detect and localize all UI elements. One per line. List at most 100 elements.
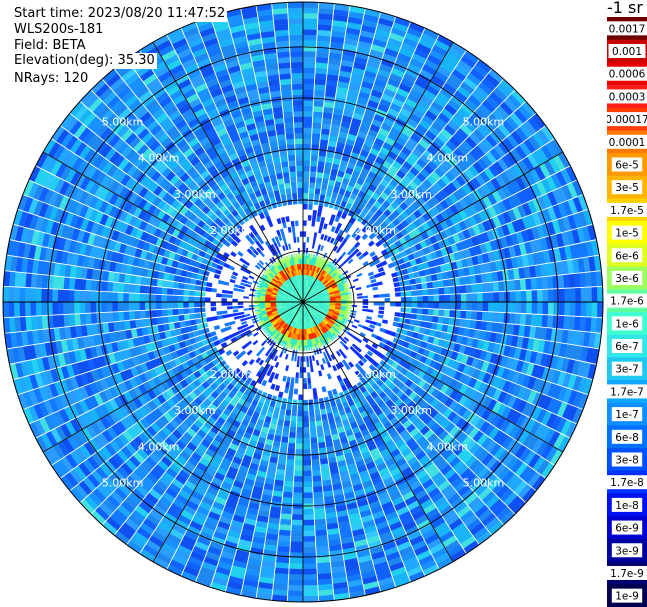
range-gate xyxy=(302,546,317,554)
range-gate xyxy=(492,281,500,293)
range-gate xyxy=(432,287,440,296)
range-gate xyxy=(309,160,319,167)
range-gate xyxy=(575,301,582,317)
range-gate xyxy=(302,585,319,592)
range-gate xyxy=(460,293,467,303)
range-gate xyxy=(68,289,75,303)
range-gate xyxy=(30,301,37,317)
range-gate xyxy=(312,111,324,118)
range-gate xyxy=(302,50,317,58)
range-gate xyxy=(2,301,10,318)
range-gate xyxy=(310,448,320,455)
range-gate xyxy=(122,301,129,312)
range-gate xyxy=(302,437,311,445)
range-gate xyxy=(302,410,310,417)
range-gate xyxy=(481,282,489,293)
range-gate xyxy=(297,388,304,395)
range-gate xyxy=(79,290,86,303)
range-gate xyxy=(302,579,319,586)
range-gate xyxy=(188,307,195,315)
range-gate xyxy=(302,394,309,401)
range-gate xyxy=(290,415,298,423)
range-gate xyxy=(422,295,429,303)
range-gate xyxy=(406,296,413,303)
range-gate xyxy=(444,294,451,303)
range-gate xyxy=(287,579,304,586)
range-gate xyxy=(161,308,168,318)
range-gate xyxy=(295,443,304,450)
range-gate xyxy=(302,105,314,112)
range-gate xyxy=(498,291,506,303)
range-gate xyxy=(428,301,435,310)
range-gate xyxy=(591,286,598,303)
range-gate xyxy=(558,301,566,316)
range-gate xyxy=(476,282,483,294)
range-gate xyxy=(13,301,20,318)
range-gate xyxy=(292,486,304,494)
range-gate xyxy=(586,301,593,318)
range-gate xyxy=(444,301,451,310)
range-gate xyxy=(294,448,304,455)
range-gate xyxy=(310,149,320,156)
range-gate xyxy=(284,469,295,477)
range-gate xyxy=(288,574,304,581)
range-gate xyxy=(302,23,318,30)
range-gate xyxy=(285,459,295,466)
range-gate xyxy=(51,301,59,316)
range-gate xyxy=(308,187,316,194)
range-gate xyxy=(302,56,317,63)
range-gate xyxy=(580,286,587,303)
range-gate xyxy=(569,287,576,303)
range-gate xyxy=(311,122,323,129)
range-gate xyxy=(302,149,312,156)
range-gate xyxy=(302,154,311,161)
range-gate xyxy=(302,476,313,483)
range-gate xyxy=(302,405,309,412)
range-gate xyxy=(293,470,304,477)
range-gate xyxy=(287,437,297,444)
range-gate xyxy=(57,301,64,316)
range-gate xyxy=(312,480,323,488)
range-gate xyxy=(73,301,80,315)
range-gate xyxy=(117,301,124,312)
range-gate xyxy=(596,286,604,303)
range-gate xyxy=(411,307,418,315)
range-gate xyxy=(293,481,304,488)
range-gate xyxy=(411,301,418,309)
range-gate xyxy=(302,459,312,466)
range-gate xyxy=(293,476,304,483)
range-gate xyxy=(84,290,91,303)
range-gate xyxy=(204,296,211,303)
range-gate xyxy=(302,563,318,570)
range-gate xyxy=(302,470,313,477)
range-gate xyxy=(290,536,304,543)
range-gate xyxy=(117,311,125,322)
range-gate xyxy=(177,308,184,316)
range-gate xyxy=(308,181,316,189)
range-gate xyxy=(40,288,48,303)
range-gate xyxy=(313,89,326,97)
range-gate xyxy=(389,301,396,308)
range-gate xyxy=(199,301,206,308)
range-gate xyxy=(155,294,162,303)
range-gate xyxy=(509,301,516,314)
range-gate xyxy=(416,289,424,297)
range-gate xyxy=(460,301,467,311)
range-gate xyxy=(313,507,326,515)
range-gate xyxy=(308,410,316,417)
range-gate xyxy=(438,301,446,310)
range-gate xyxy=(302,121,313,128)
range-gate xyxy=(302,203,309,210)
range-gate xyxy=(487,291,495,303)
range-gate xyxy=(531,289,538,303)
range-gate xyxy=(309,176,317,183)
range-gate xyxy=(302,388,309,395)
range-gate xyxy=(586,286,593,303)
range-gate xyxy=(283,480,294,488)
range-gate xyxy=(471,292,478,303)
range-gate xyxy=(294,459,304,466)
range-gate xyxy=(166,308,174,317)
range-gate xyxy=(509,290,516,303)
range-gate xyxy=(508,279,516,292)
